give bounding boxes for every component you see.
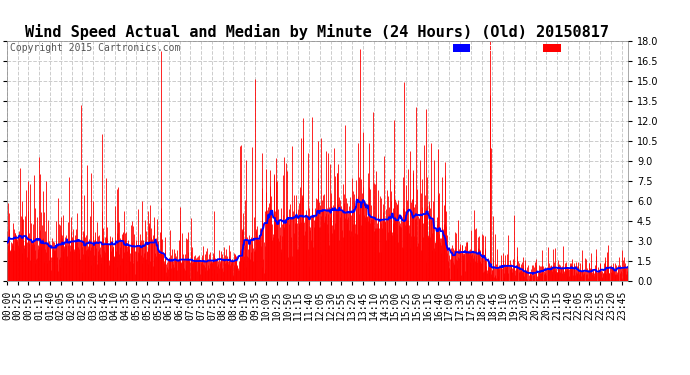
Text: Copyright 2015 Cartronics.com: Copyright 2015 Cartronics.com (10, 43, 181, 52)
Legend: Median (mph), Wind (mph): Median (mph), Wind (mph) (451, 41, 623, 55)
Title: Wind Speed Actual and Median by Minute (24 Hours) (Old) 20150817: Wind Speed Actual and Median by Minute (… (26, 24, 609, 40)
